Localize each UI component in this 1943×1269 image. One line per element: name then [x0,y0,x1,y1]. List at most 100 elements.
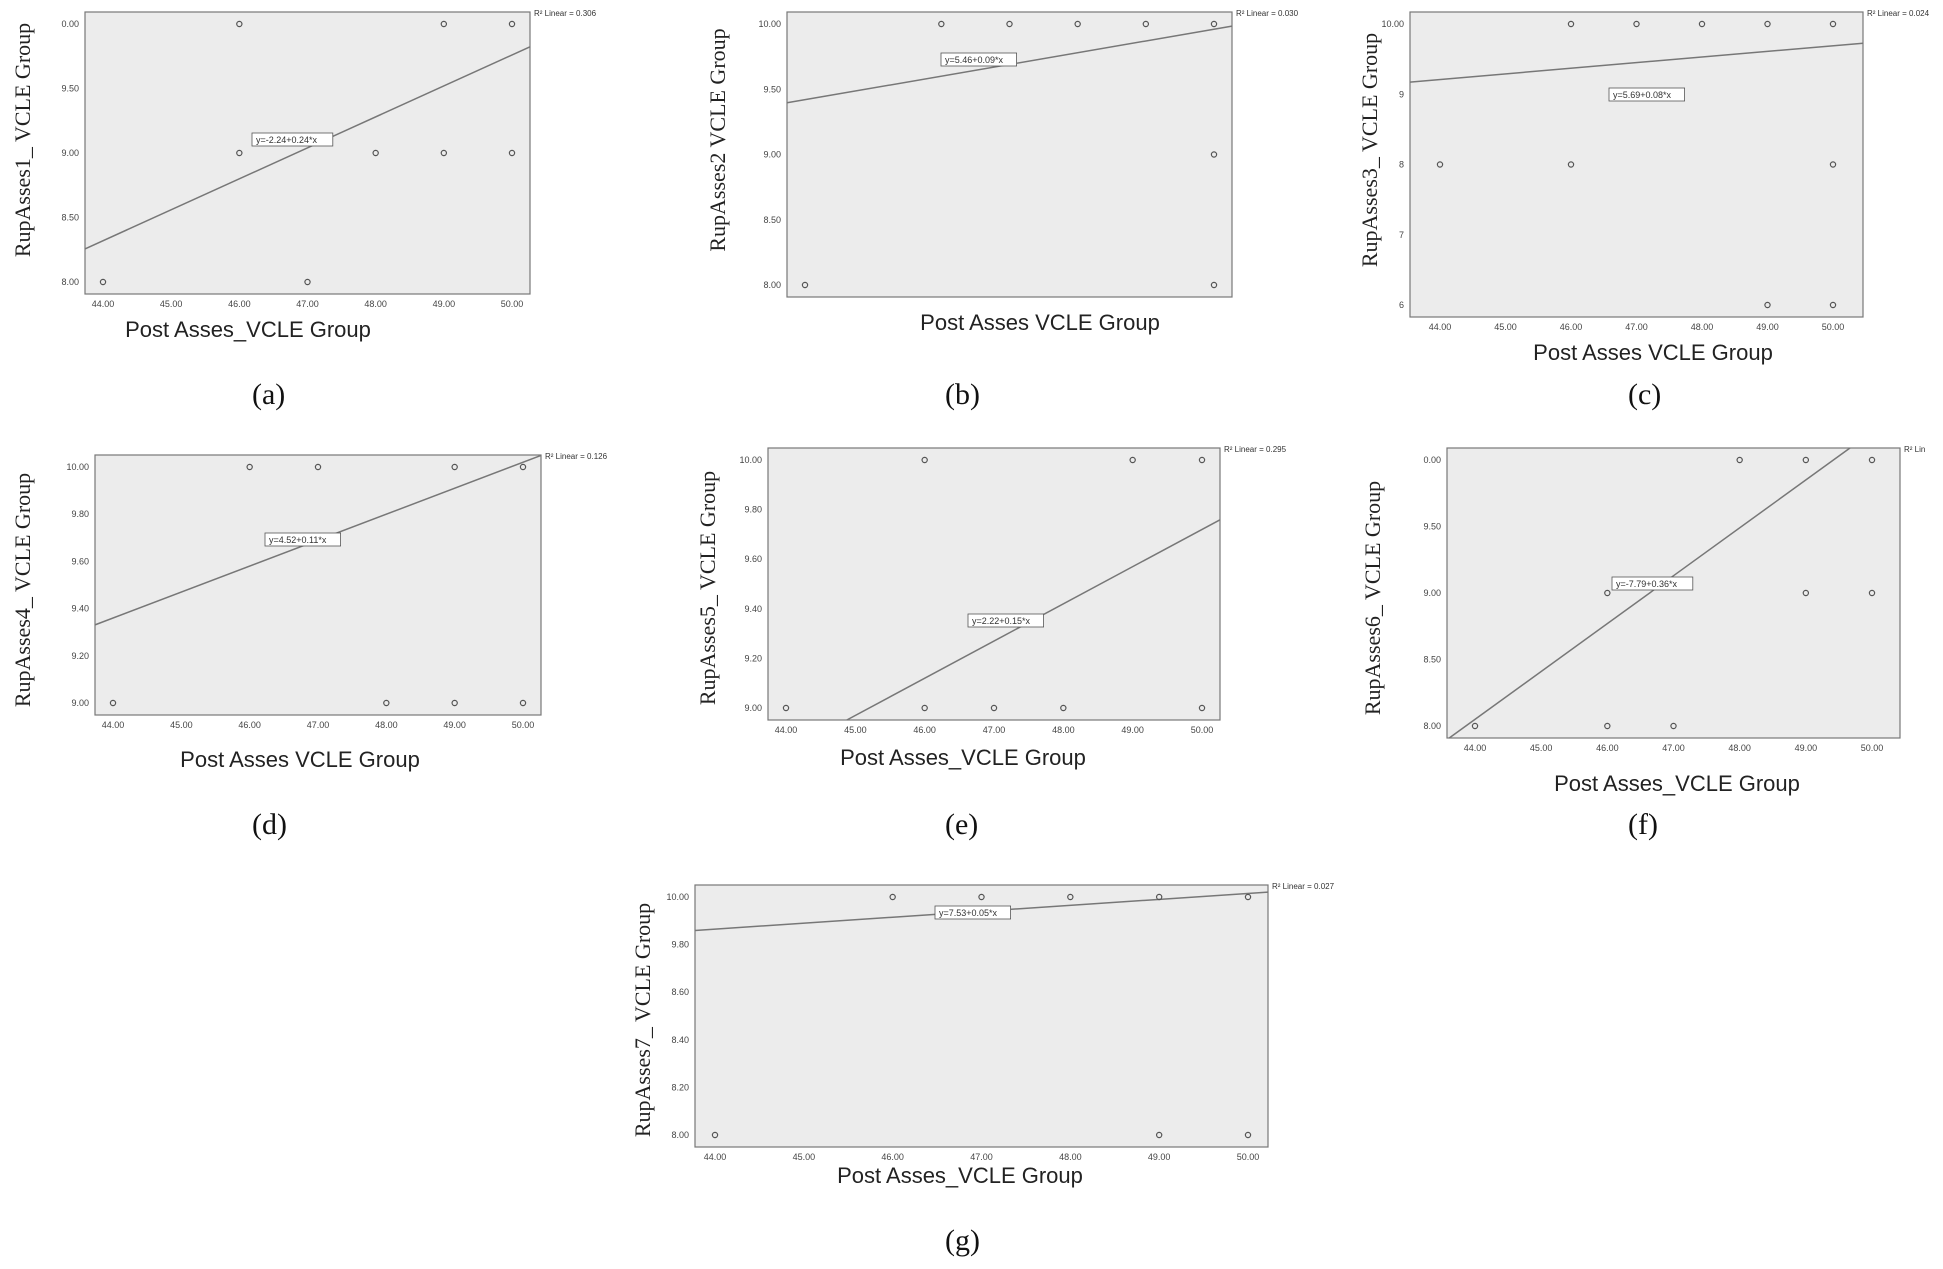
plot-area [1409,11,1864,318]
plot-area [1446,447,1901,739]
y-tick-label: 8.40 [671,1035,689,1045]
x-tick-label: 44.00 [92,299,115,309]
x-tick-label: 46.00 [228,299,251,309]
data-point [1567,20,1575,28]
r2-label: R² Linear = 0.126 [545,452,608,461]
data-point [246,463,253,471]
caption-g: (g) [945,1224,980,1257]
data-point [1567,161,1575,168]
x-tick-label: 44.00 [775,725,798,735]
r2-label: R² Linear = 0.306 [534,9,597,18]
data-point [1829,301,1837,309]
y-tick-label: 10.00 [666,892,689,902]
x-tick-label: 46.00 [1596,743,1619,753]
data-point [508,20,516,28]
data-point [1604,722,1611,730]
y-tick-label: 0.00 [1423,455,1441,465]
x-tick-label: 49.00 [443,720,466,730]
equation-box [940,52,1017,67]
data-point [1142,20,1150,28]
x-tick-label: 49.00 [1148,1152,1171,1162]
y-axis-label: RupAsses5_ VCLE Group [695,471,720,705]
data-point [519,699,527,707]
y-tick-label: 9.20 [71,651,89,661]
data-point [314,463,322,471]
x-tick-label: 44.00 [102,720,125,730]
data-point [711,1131,719,1139]
x-tick-label: 48.00 [375,720,398,730]
scatter-panel-b: 8.00 8.50 9.00 9.50 10.00 R² Linear = 0.030 y=… [695,0,1299,350]
scatter-panel-f: 8.00 8.50 9.00 9.50 0.00 44.00 45.00 46.00 47.00… [1355,445,1925,796]
data-point [1471,722,1479,730]
x-tick-label: 45.00 [844,725,867,735]
x-axis-label: Post Asses VCLE Group [920,310,1160,335]
x-tick-label: 50.00 [1861,743,1884,753]
y-tick-label: 8.20 [671,1082,689,1092]
x-tick-label: 48.00 [1052,725,1075,735]
x-tick-label: 46.00 [913,725,936,735]
data-point [938,20,945,28]
y-tick-label: 9.00 [71,698,89,708]
y-tick-label: 9.00 [763,150,781,160]
data-point [372,149,379,157]
y-tick-label: 8.60 [671,987,689,997]
x-tick-label: 47.00 [1662,743,1685,753]
equation-label: y=4.52+0.11*x [269,535,327,545]
data-point [109,699,117,707]
data-point [1868,456,1876,464]
scatter-panel-a: 8.00 8.50 9.00 9.50 0.00 44.00 45.00 46.00 47.00… [0,0,597,350]
chart-svg: 8.00 8.50 9.00 9.50 10.00 R² Linear = 0.030 y=… [705,9,1299,335]
x-axis-label: Post Asses_VCLE Group [125,317,371,342]
y-tick-label: 9.00 [61,148,79,158]
y-tick-label: 9.80 [71,509,89,519]
y-axis-label: RupAsses4_ VCLE Group [10,473,35,707]
x-tick-label: 48.00 [1728,743,1751,753]
y-tick-label: 8.50 [61,213,79,223]
data-point [1764,20,1771,28]
x-tick-label: 45.00 [793,1152,816,1162]
scatter-panel-d: 9.00 9.20 9.40 9.60 9.80 10.00 44.00 45.00 46.00… [0,452,608,780]
y-tick-label: 10.00 [1381,19,1404,29]
plot-area [94,454,542,716]
y-tick-label: 8 [1399,160,1404,170]
y-tick-label: 10.00 [739,455,762,465]
data-point [1210,281,1218,289]
x-tick-label: 47.00 [1625,322,1648,332]
data-point [1060,704,1067,712]
y-tick-label: 8.50 [1423,655,1441,665]
x-tick-label: 49.00 [433,299,456,309]
chart-svg: 8.00 8.50 9.00 9.50 0.00 44.00 45.00 46.00 47.00… [1360,445,1925,796]
y-tick-label: 9.40 [71,604,89,614]
x-tick-label: 44.00 [1429,322,1452,332]
data-point [1698,20,1706,28]
y-tick-label: 8.00 [763,280,781,290]
r2-label: R² Linear = 0.027 [1272,882,1335,891]
data-point [1155,1131,1163,1139]
data-point [440,20,448,28]
y-tick-label: 9.00 [744,703,762,713]
data-point [1074,20,1081,28]
data-point [508,149,516,157]
data-point [889,893,896,901]
data-point [1764,301,1771,309]
data-point [1802,456,1810,464]
y-tick-label: 9.50 [763,84,781,94]
data-point [1868,589,1876,597]
caption-d: (d) [252,808,287,841]
x-tick-label: 49.00 [1795,743,1818,753]
y-tick-label: 9.00 [1423,588,1441,598]
equation-label: y=2.22+0.15*x [972,616,1031,626]
x-tick-label: 44.00 [704,1152,727,1162]
data-point [782,704,790,712]
y-axis-label: RupAsses2 VCLE Group [705,28,730,251]
data-point [1210,151,1218,158]
y-tick-label: 0.00 [61,19,79,29]
data-point [1198,456,1206,464]
x-axis-label: Post Asses VCLE Group [180,747,420,772]
r2-label: R² Linear = 0.030 [1236,9,1299,18]
y-tick-label: 9.80 [744,505,762,515]
data-point [440,149,448,157]
data-point [921,456,928,464]
data-point [1210,20,1218,28]
y-axis-label: RupAsses7_ VCLE Group [630,903,655,1137]
